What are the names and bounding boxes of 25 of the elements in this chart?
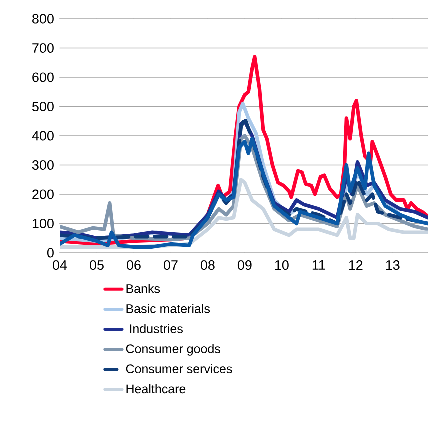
- y-tick-label: 300: [32, 160, 54, 170]
- legend-label: Healthcare: [126, 384, 186, 394]
- y-tick-label: 0: [47, 248, 54, 258]
- x-tick-label: 10: [275, 260, 289, 270]
- legend-label: Consumer services: [126, 364, 232, 374]
- legend-label: Basic materials: [126, 304, 210, 314]
- y-tick-label: 600: [32, 72, 54, 82]
- legend-label: Banks: [126, 284, 160, 294]
- y-tick-label: 200: [32, 190, 54, 200]
- x-tick-label: 05: [90, 260, 104, 270]
- y-tick-label: 800: [32, 14, 54, 24]
- y-tick-label: 100: [32, 218, 54, 229]
- x-tick-label: 07: [164, 260, 178, 270]
- legend-label: Industries: [130, 324, 183, 334]
- x-tick-label: 06: [127, 260, 141, 270]
- x-tick-label: 08: [200, 260, 215, 270]
- x-tick-label: 04: [53, 260, 68, 270]
- x-tick-label: 09: [238, 260, 252, 270]
- x-tick-label: 12: [349, 260, 363, 270]
- y-tick-label: 700: [32, 43, 54, 54]
- legend-label: Consumer goods: [126, 344, 220, 356]
- x-tick-label: 11: [312, 260, 326, 270]
- y-tick-label: 500: [32, 102, 54, 112]
- x-tick-label: 13: [386, 260, 400, 270]
- y-tick-label: 400: [32, 131, 54, 141]
